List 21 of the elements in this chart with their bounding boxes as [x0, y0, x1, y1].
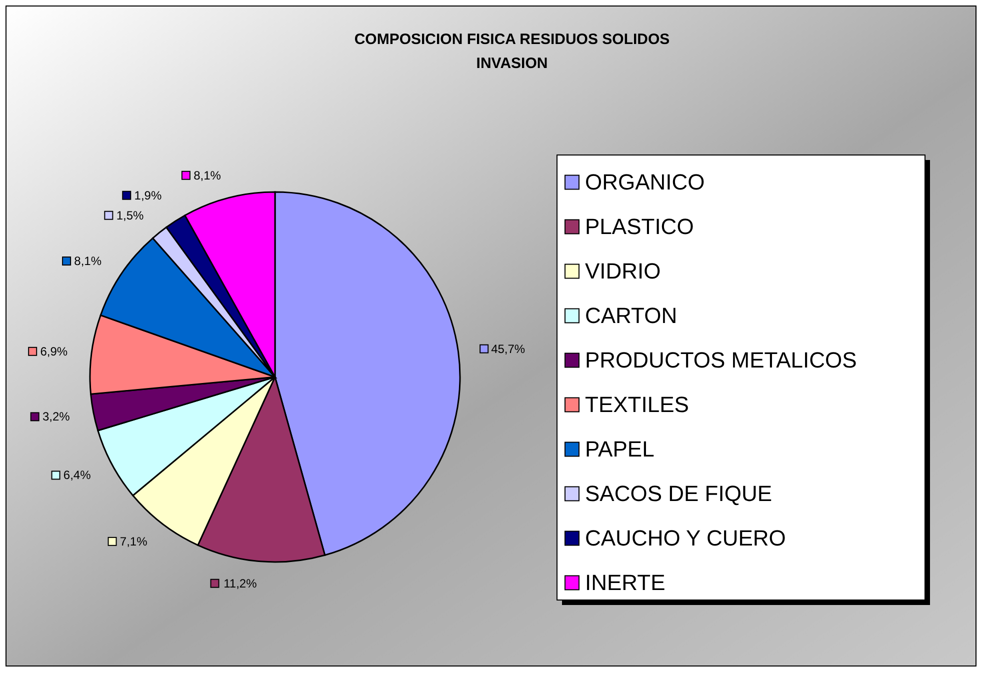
- legend-label: PLASTICO: [585, 214, 694, 239]
- data-label: 3,2%: [42, 410, 70, 424]
- legend-label: SACOS DE FIQUE: [585, 480, 772, 506]
- data-label: 11,2%: [224, 576, 258, 590]
- chart-title: COMPOSICION FISICA RESIDUOS SOLIDOS INVASION: [354, 31, 670, 72]
- legend-label: PAPEL: [585, 436, 654, 462]
- data-label: 7,1%: [120, 534, 148, 548]
- legend-label: ORGANICO: [585, 169, 705, 194]
- data-label: 1,5%: [116, 208, 144, 222]
- data-label: 6,4%: [63, 468, 92, 482]
- data-label: 8,1%: [194, 168, 222, 182]
- legend-label: TEXTILES: [585, 392, 689, 417]
- legend-label: VIDRIO: [585, 258, 661, 284]
- legend-label: CAUCHO Y CUERO: [585, 525, 786, 550]
- data-label: 8,1%: [74, 254, 102, 268]
- data-label: 6,9%: [40, 344, 68, 358]
- data-label: 45,7%: [491, 342, 526, 356]
- legend-label: INERTE: [585, 570, 666, 595]
- legend-label: PRODUCTOS METALICOS: [585, 347, 857, 372]
- data-label: 1,9%: [134, 188, 162, 202]
- legend-label: CARTON: [585, 302, 678, 328]
